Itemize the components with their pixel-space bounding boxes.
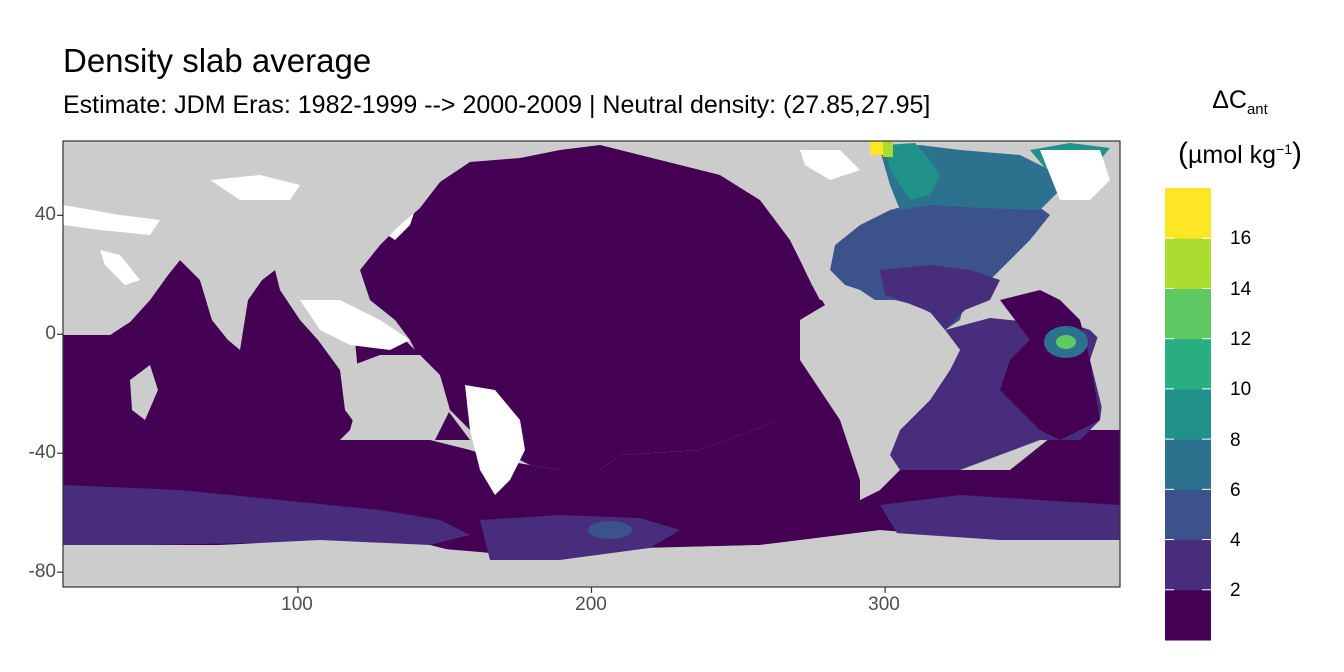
antarctica-land (63, 532, 1120, 587)
legend-swatch (1165, 338, 1211, 390)
legend-unit: (µmol kg−1) (1160, 137, 1320, 171)
nodata-mediterranean (63, 205, 160, 235)
legend-label-12: 12 (1230, 329, 1252, 350)
legend-swatch (1165, 188, 1211, 239)
africa-land (1090, 300, 1120, 420)
legend-unit-text: µmol kg (1187, 141, 1277, 169)
nodata-nw-atlantic (1040, 150, 1110, 200)
south-america-land (815, 300, 960, 500)
legend-tick-marks (1165, 237, 1211, 591)
legend-label-6: 6 (1230, 480, 1241, 501)
nodata-hudson (800, 150, 860, 180)
y-tick-label-minus-80: -80 (28, 561, 56, 582)
y-tick-label-minus-40: -40 (28, 442, 56, 463)
legend-label-2: 2 (1230, 580, 1241, 601)
australia-land (340, 355, 450, 440)
legend-unit-open: ( (1177, 137, 1188, 170)
dcant-high-cell (883, 141, 893, 157)
legend-unit-sup: −1 (1276, 141, 1292, 157)
southern-ocean-patch-2 (63, 485, 470, 545)
x-tick-label-300: 300 (868, 594, 900, 615)
dcant-max-cell (870, 141, 884, 155)
plot-subtitle: Estimate: JDM Eras: 1982-1999 --> 2000-2… (63, 91, 931, 119)
legend-swatch (1165, 439, 1211, 490)
legend-swatch (1165, 589, 1211, 641)
legend-unit-close: ) (1292, 137, 1302, 170)
legend-colorbar (1165, 188, 1211, 641)
irminger-sea (885, 143, 940, 200)
greenland-land (930, 141, 1040, 150)
nodata-arabian (210, 175, 300, 200)
legend-title-main: ΔC (1212, 86, 1247, 114)
legend-label-10: 10 (1230, 379, 1252, 400)
y-tick-label-40: 40 (34, 204, 56, 225)
y-tick-label-0: 0 (45, 323, 56, 344)
legend-label-14: 14 (1230, 279, 1252, 300)
x-tick-label-100: 100 (281, 594, 313, 615)
legend-label-16: 16 (1230, 228, 1252, 249)
southern-ocean-patch-3 (480, 515, 680, 560)
map-panel (63, 141, 1120, 587)
continents (63, 141, 1120, 587)
legend-swatch (1165, 288, 1211, 340)
legend-label-4: 4 (1230, 530, 1241, 551)
legend-swatch (1165, 489, 1211, 541)
north-atlantic (830, 195, 1050, 330)
x-tick-label-200: 200 (575, 594, 607, 615)
legend-label-8: 8 (1230, 430, 1241, 451)
nodata-nz (465, 385, 525, 495)
nodata-indonesia (300, 300, 410, 350)
legend-title-sub: ant (1246, 101, 1268, 118)
legend-swatch (1165, 388, 1211, 440)
ross-sea-patch (588, 521, 632, 539)
north-america-land (660, 155, 890, 300)
legend-swatch (1165, 539, 1211, 591)
nodata-red-sea (100, 250, 140, 285)
legend-swatch (1165, 238, 1211, 289)
plot-title: Density slab average (63, 42, 372, 79)
madagascar-land (130, 365, 158, 420)
weddell-patch (880, 495, 1120, 540)
eurasia-land (63, 141, 420, 340)
legend-title: ΔCant (1160, 86, 1320, 118)
tropical-anomaly-core (1056, 335, 1076, 349)
axis-tick-marks (57, 214, 886, 593)
north-atlantic-lower (880, 265, 1000, 330)
